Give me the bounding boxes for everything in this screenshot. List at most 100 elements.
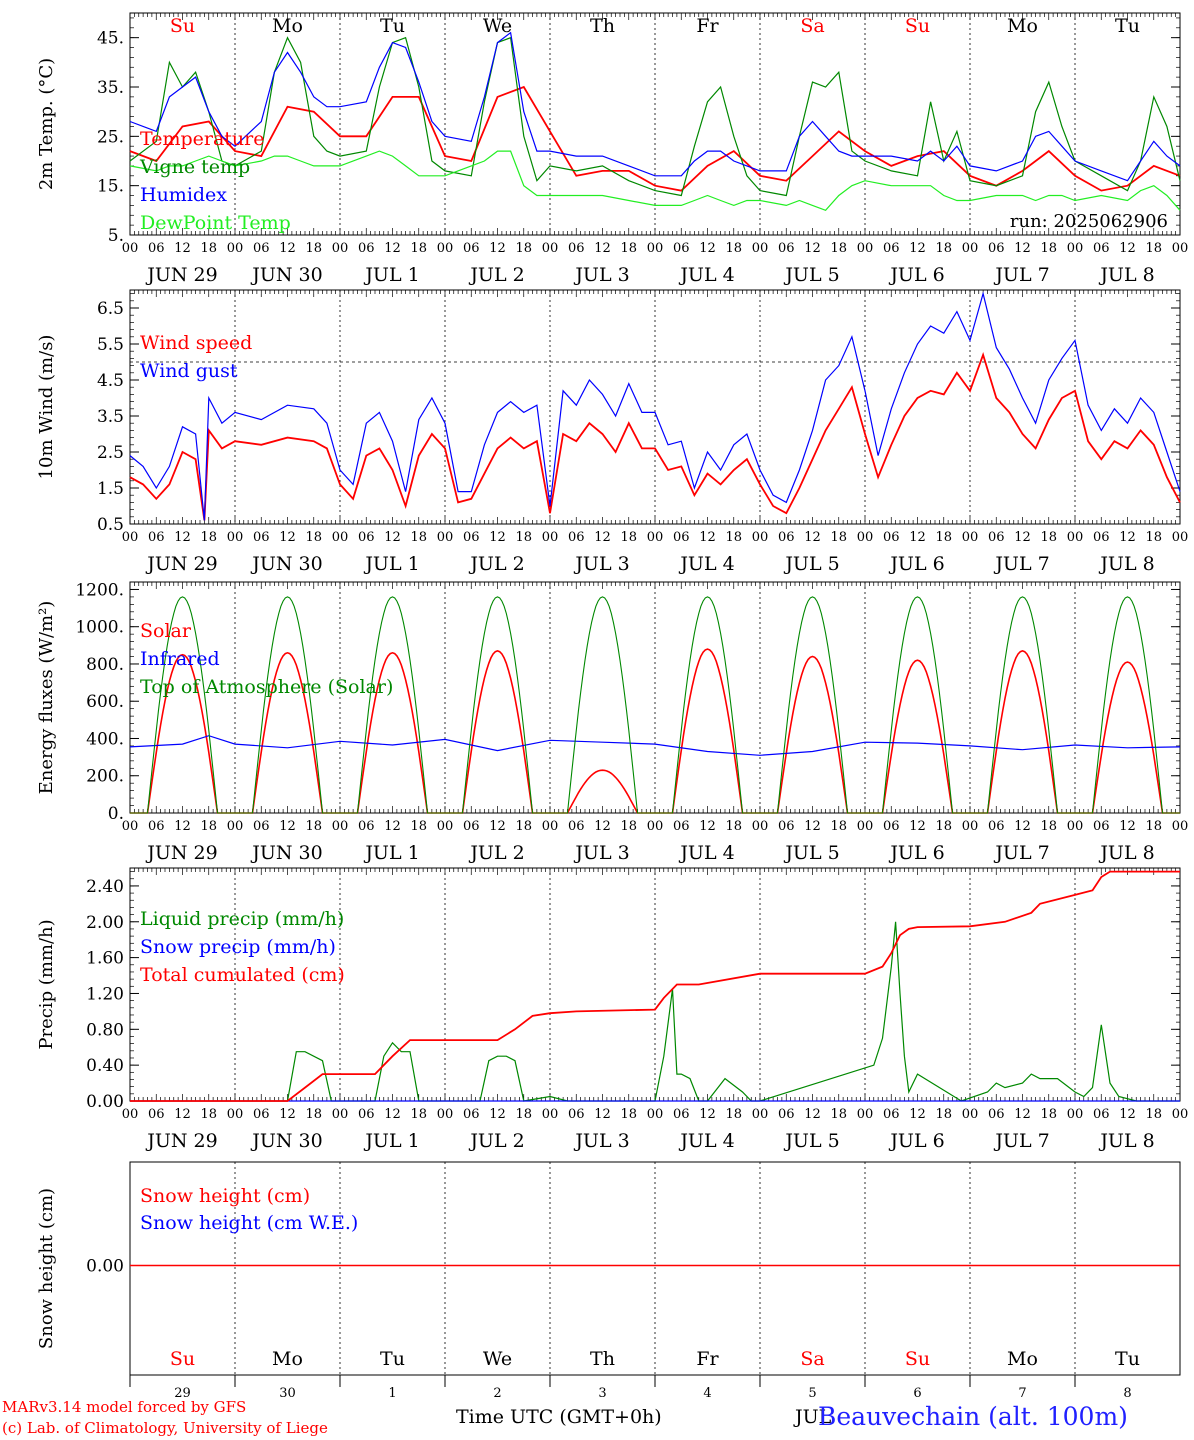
y-tick-label: 0.5 (97, 515, 124, 535)
lab-credit: (c) Lab. of Climatology, University of L… (2, 1419, 328, 1437)
hour-tick-label: 00 (1067, 1107, 1084, 1122)
hour-tick-label: 18 (830, 241, 847, 256)
date-label: JUL 8 (1098, 842, 1154, 864)
hour-tick-label: 06 (358, 1107, 375, 1122)
hour-tick-label: 12 (174, 819, 191, 834)
hour-tick-label: 18 (725, 530, 742, 545)
hour-tick-label: 12 (699, 1107, 716, 1122)
date-label: JUL 6 (888, 553, 944, 575)
date-label: JUL 6 (888, 842, 944, 864)
date-label: JUL 7 (993, 1130, 1049, 1152)
y-tick-label: 2.00 (86, 913, 124, 933)
day-label: Mo (1007, 1348, 1038, 1370)
hour-tick-label: 06 (463, 530, 480, 545)
date-label: JUL 2 (468, 1130, 524, 1152)
date-label: JUL 1 (363, 1130, 419, 1152)
hour-tick-label: 18 (620, 530, 637, 545)
hour-tick-label: 18 (305, 530, 322, 545)
hour-tick-label: 18 (1040, 1107, 1057, 1122)
hour-tick-label: 06 (1093, 819, 1110, 834)
day-number: 6 (913, 1386, 921, 1401)
hour-tick-label: 12 (384, 530, 401, 545)
date-label: JUL 8 (1098, 1130, 1154, 1152)
legend-solar: Solar (140, 620, 192, 642)
hour-tick-label: 06 (358, 530, 375, 545)
hour-tick-label: 12 (1014, 1107, 1031, 1122)
hour-tick-label: 06 (1093, 241, 1110, 256)
hour-tick-label: 00 (227, 819, 244, 834)
hour-tick-label: 00 (227, 530, 244, 545)
hour-tick-label: 00 (1172, 241, 1189, 256)
day-number: 30 (279, 1386, 296, 1401)
hour-tick-label: 06 (988, 530, 1005, 545)
date-label: JUN 29 (145, 842, 217, 864)
day-label: Sa (800, 15, 824, 37)
day-label: Tu (380, 15, 405, 37)
y-tick-label: 45. (97, 29, 124, 49)
legend-liquid-precip-mm-h: Liquid precip (mm/h) (140, 908, 344, 930)
date-label: JUL 5 (783, 1130, 839, 1152)
day-label: Sa (800, 1348, 824, 1370)
day-number: 1 (388, 1386, 396, 1401)
y-tick-label: 3.5 (97, 407, 124, 427)
date-label: JUL 2 (468, 553, 524, 575)
hour-tick-label: 06 (1093, 1107, 1110, 1122)
hour-tick-label: 00 (437, 241, 454, 256)
legend-total-cumulated-cm: Total cumulated (cm) (140, 964, 345, 986)
date-label: JUN 29 (145, 553, 217, 575)
hour-tick-label: 18 (620, 819, 637, 834)
legend-snow-height-cm: Snow height (cm) (140, 1185, 310, 1207)
hour-tick-label: 00 (332, 241, 349, 256)
date-label: JUL 5 (783, 842, 839, 864)
hour-tick-label: 18 (830, 819, 847, 834)
y-axis-label: Energy fluxes (W/m²) (36, 601, 57, 795)
hour-tick-label: 06 (148, 530, 165, 545)
hour-tick-label: 06 (148, 1107, 165, 1122)
hour-tick-label: 00 (332, 530, 349, 545)
day-label: Mo (1007, 15, 1038, 37)
hour-tick-label: 12 (1119, 530, 1136, 545)
date-label: JUL 3 (573, 1130, 629, 1152)
hour-tick-label: 06 (988, 241, 1005, 256)
hour-tick-label: 12 (174, 241, 191, 256)
hour-tick-label: 12 (279, 1107, 296, 1122)
hour-tick-label: 00 (542, 1107, 559, 1122)
hour-tick-label: 06 (778, 530, 795, 545)
legend-vigne-temp: Vigne temp (139, 156, 250, 178)
y-tick-label: 5.5 (97, 335, 124, 355)
legend-infrared: Infrared (140, 648, 220, 670)
y-tick-label: 800. (86, 655, 124, 675)
hour-tick-label: 18 (620, 241, 637, 256)
hour-tick-label: 00 (542, 241, 559, 256)
hour-tick-label: 12 (384, 1107, 401, 1122)
date-label: JUL 2 (468, 264, 524, 286)
hour-tick-label: 00 (227, 1107, 244, 1122)
hour-tick-label: 18 (1145, 241, 1162, 256)
hour-tick-label: 12 (699, 819, 716, 834)
hour-tick-label: 12 (279, 241, 296, 256)
hour-tick-label: 18 (410, 241, 427, 256)
y-tick-label: 1200. (75, 580, 124, 600)
day-label: Su (905, 1348, 930, 1370)
hour-tick-label: 18 (935, 819, 952, 834)
hour-tick-label: 12 (594, 819, 611, 834)
panel-3: 0. 200. 400. 600. 800. 1000. 1200. Energy fluxe… (36, 580, 1188, 864)
hour-tick-label: 00 (752, 241, 769, 256)
date-label: JUL 1 (363, 264, 419, 286)
date-label: JUN 30 (250, 842, 322, 864)
day-number: 2 (493, 1386, 501, 1401)
hour-tick-label: 18 (515, 819, 532, 834)
hour-tick-label: 06 (1093, 530, 1110, 545)
series-line-wind-speed (129, 351, 1181, 521)
hour-tick-label: 00 (122, 530, 139, 545)
hour-tick-label: 00 (542, 530, 559, 545)
day-number: 4 (703, 1386, 711, 1401)
overlap-fragment: JUL (795, 1406, 832, 1428)
y-tick-label: 1000. (75, 618, 124, 638)
hour-tick-label: 00 (1172, 1107, 1189, 1122)
hour-tick-label: 06 (673, 819, 690, 834)
y-tick-label: 15. (97, 177, 124, 197)
hour-tick-label: 12 (489, 819, 506, 834)
date-label: JUL 4 (678, 1130, 734, 1152)
